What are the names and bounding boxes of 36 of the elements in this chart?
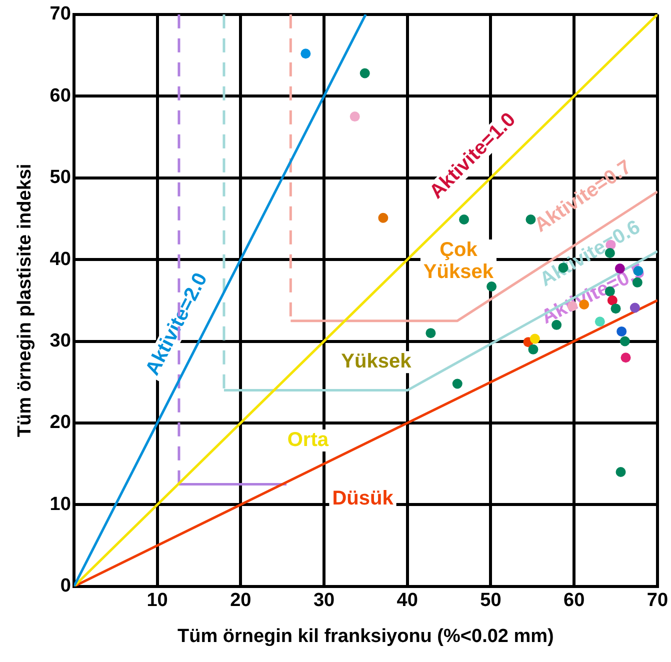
annotation: Yüksek <box>341 350 412 373</box>
y-tick-label: 20 <box>50 412 71 434</box>
x-tick-label: 20 <box>230 590 252 612</box>
point <box>616 326 627 336</box>
point <box>528 344 538 354</box>
annotation: Orta <box>287 429 330 452</box>
x-tick-label: 60 <box>564 590 585 612</box>
annotation: Düsük <box>332 487 394 510</box>
y-tick-label: 30 <box>50 330 71 352</box>
x-tick-label: 70 <box>646 590 668 612</box>
point <box>360 68 370 78</box>
x-tick-label: 50 <box>480 590 502 612</box>
point <box>459 214 470 225</box>
point <box>378 212 388 223</box>
y-tick-label: 10 <box>50 494 71 515</box>
point <box>616 467 626 477</box>
y-tick-label: 70 <box>50 4 71 25</box>
x-tick-label: 10 <box>146 590 168 612</box>
annotation: Çok Yüksek <box>423 239 494 284</box>
y-axis-title: Tüm örnegin plastisite indeksi <box>14 164 36 438</box>
point <box>350 112 360 122</box>
y-tick-label: 0 <box>60 576 71 597</box>
point <box>620 352 631 363</box>
x-tick-label: 40 <box>396 590 418 612</box>
y-tick-label: 50 <box>50 167 71 188</box>
point <box>426 328 436 338</box>
point <box>300 48 311 59</box>
x-axis-title: Tüm örnegin kil franksiyonu (%<0.02 mm) <box>177 626 554 647</box>
point <box>486 282 497 292</box>
y-tick-label: 60 <box>50 85 71 106</box>
point <box>526 214 536 225</box>
y-tick-label: 40 <box>50 248 71 270</box>
point <box>452 378 462 389</box>
point <box>620 336 630 346</box>
x-tick-label: 30 <box>313 590 335 612</box>
point <box>530 334 540 344</box>
